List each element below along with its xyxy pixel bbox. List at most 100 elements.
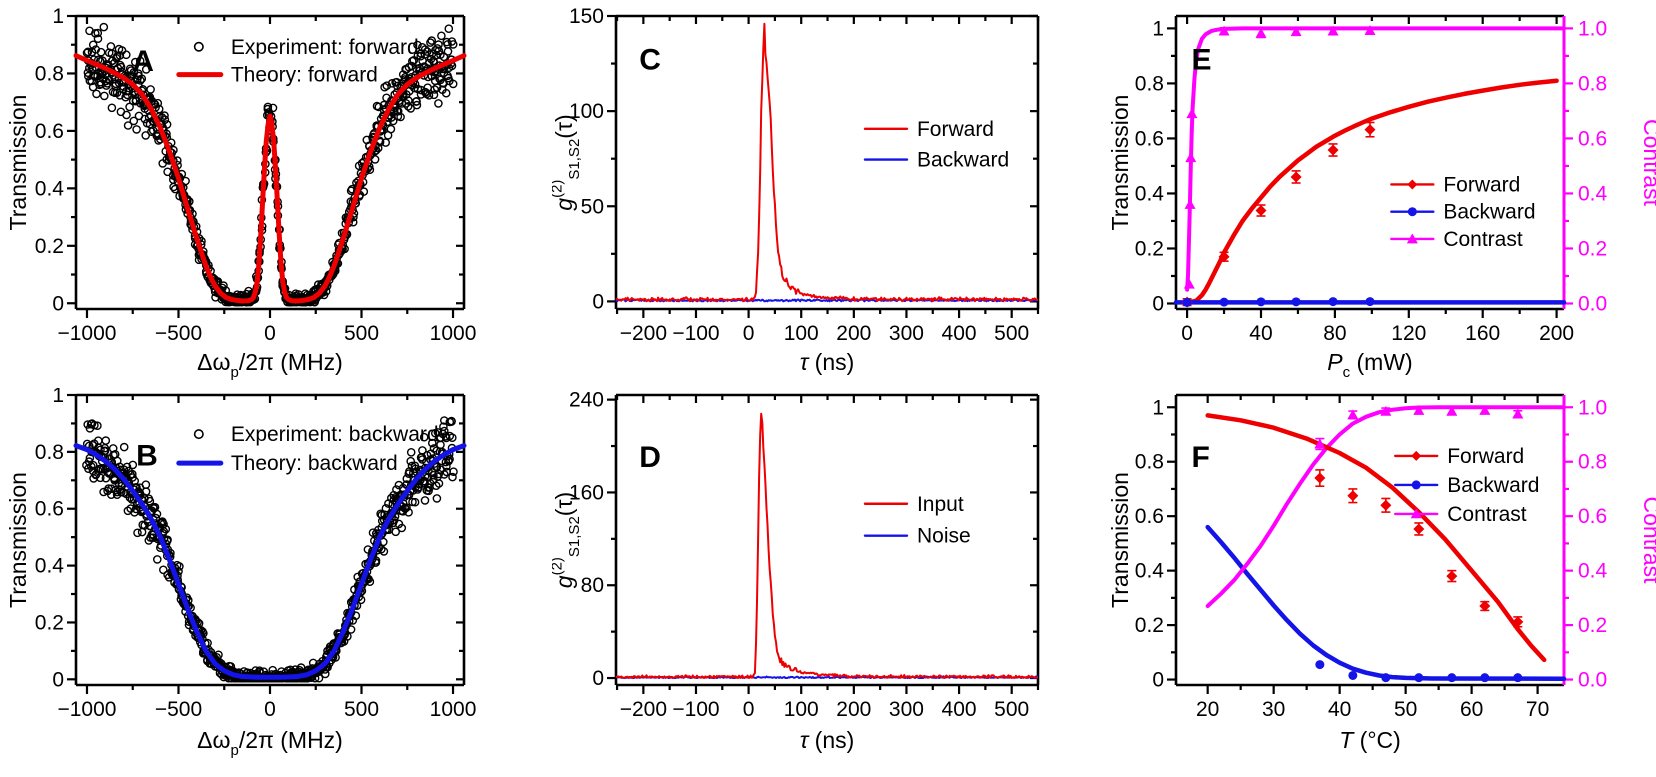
panel-A-chart: −1000 −500 0 500 1000 0 0.2 0.4 0.6 0.8 1 A Experime… — [5, 5, 477, 381]
data-point-diamond — [1479, 600, 1491, 612]
y-tick-label: 0.8 — [1135, 451, 1164, 474]
y2-axis-label: Contrast — [1639, 497, 1656, 585]
data-point-open-circle — [416, 51, 426, 61]
data-point-open-circle — [108, 444, 118, 453]
y2-tick-label: 0.4 — [1578, 560, 1608, 583]
y-tick-label: 0.4 — [1135, 560, 1165, 583]
data-point-open-circle — [444, 24, 454, 34]
data-point-open-circle — [434, 479, 444, 488]
data-point-open-circle — [132, 125, 141, 134]
y2-tick-label: 0.8 — [1578, 72, 1607, 95]
x-tick-label: 0 — [1181, 322, 1193, 345]
data-point-open-circle — [439, 52, 449, 62]
panel-label-C: C — [639, 43, 661, 76]
x-tick-label: −500 — [155, 322, 202, 345]
data-point-diamond — [1512, 616, 1524, 628]
panel-A: −1000 −500 0 500 1000 0 0.2 0.4 0.6 0.8 1 A Experime… — [0, 0, 552, 388]
x-tick-label: −100 — [672, 322, 719, 345]
data-point-open-circle — [418, 446, 427, 455]
x-tick-label: −100 — [672, 698, 719, 721]
data-point-triangle — [1380, 405, 1392, 416]
x-tick-label: −200 — [620, 698, 667, 721]
data-point-open-circle — [346, 625, 356, 634]
y-tick-label: 0 — [52, 668, 64, 691]
data-point-open-circle — [432, 83, 442, 92]
data-point-open-circle — [152, 555, 162, 564]
y-tick-label: 0.8 — [35, 441, 64, 464]
legend: Forward Backward — [863, 118, 1009, 172]
series-forward-line — [615, 22, 1039, 303]
data-point-open-circle — [101, 436, 111, 445]
data-point-open-circle — [381, 138, 391, 147]
data-point-open-circle — [388, 116, 398, 126]
y2-tick-label: 0.2 — [1578, 614, 1607, 637]
legend-label: Noise — [917, 525, 971, 548]
data-point-open-circle — [419, 432, 429, 442]
y-axis-label: Transmission — [5, 95, 31, 231]
x-tick-label: 80 — [1323, 322, 1346, 345]
data-point-open-circle — [371, 558, 381, 567]
data-point-circle — [1414, 673, 1424, 683]
data-point-open-circle — [403, 102, 413, 111]
x-tick-label: 0 — [264, 322, 276, 345]
x-tick-label: 500 — [994, 698, 1029, 721]
y2-axis-label: Contrast — [1639, 119, 1656, 207]
data-point-open-circle — [124, 86, 134, 96]
y2-tick-label: 0.0 — [1578, 292, 1607, 315]
panel-E: 0 40 80 120 160 200 0 0.2 0.4 0.6 0.8 1 0.0 0.2 0.4 0.6… — [1104, 0, 1656, 388]
panel-E-chart: 0 40 80 120 160 200 0 0.2 0.4 0.6 0.8 1 0.0 0.2 0.4 0.6… — [1107, 14, 1656, 381]
legend-label: Forward — [917, 118, 994, 141]
x-tick-label: −1000 — [57, 322, 116, 345]
data-point-open-circle — [219, 281, 228, 290]
data-point-triangle — [1186, 108, 1198, 119]
data-point-open-circle — [96, 473, 105, 483]
series-backward-theory-line — [1205, 524, 1567, 681]
series-contrast-theory-line — [1185, 26, 1566, 292]
data-point-diamond — [1347, 490, 1359, 502]
data-point-open-circle — [121, 92, 130, 102]
legend-label: Backward — [1443, 201, 1535, 224]
legend-label: Theory: backward — [231, 452, 398, 475]
data-point-open-circle — [111, 485, 120, 495]
data-point-open-circle — [96, 47, 106, 57]
y2-tick-label: 1.0 — [1578, 396, 1607, 419]
data-point-open-circle — [427, 36, 437, 45]
data-point-open-circle — [412, 100, 422, 110]
panel-F-chart: 20 30 40 50 60 70 0 0.2 0.4 0.6 0.8 1 0.0 0.2 0.4 0.6 0.… — [1107, 393, 1656, 753]
x-tick-label: 1000 — [430, 322, 477, 345]
y-tick-label: 0.6 — [1135, 505, 1164, 528]
y-tick-label: 0 — [1152, 292, 1164, 315]
data-point-open-circle — [413, 483, 423, 492]
data-point-diamond — [1218, 251, 1230, 263]
data-point-open-circle — [410, 461, 420, 471]
data-point-open-circle — [402, 503, 411, 512]
y-tick-label: 0 — [52, 292, 64, 315]
data-point-open-circle — [136, 76, 145, 85]
data-point-open-circle — [434, 99, 443, 108]
data-point-circle — [1411, 480, 1421, 490]
data-point-circle — [1381, 673, 1391, 683]
legend: Experiment: forward Theory: forward — [176, 36, 419, 87]
data-point-triangle — [1290, 26, 1302, 37]
legend-label: Theory: forward — [231, 64, 378, 87]
panel-B-chart: −1000 −500 0 500 1000 0 0.2 0.4 0.6 0.8 1 B Experime… — [5, 388, 476, 759]
y-axis-label: Transmission — [1107, 472, 1133, 608]
data-point-open-circle — [432, 494, 442, 503]
data-point-open-circle — [107, 103, 117, 113]
data-point-open-circle — [141, 487, 151, 496]
data-point-open-circle — [130, 57, 140, 67]
panel-C: −200 −100 0 100 200 300 400 500 0 50 100 150 C Forwar… — [552, 0, 1104, 388]
x-tick-label: 400 — [942, 322, 977, 345]
y-tick-label: 0.2 — [1135, 614, 1164, 637]
data-point-open-circle — [141, 480, 151, 489]
data-point-open-circle — [99, 22, 109, 32]
data-point-open-circle — [445, 454, 454, 464]
data-point-open-circle — [115, 51, 125, 60]
legend-label: Forward — [1443, 173, 1520, 196]
data-point-open-circle — [117, 46, 127, 55]
data-point-circle — [1328, 297, 1338, 307]
y2-tick-label: 1.0 — [1578, 17, 1607, 40]
y-tick-label: 150 — [569, 5, 604, 28]
y-tick-label: 80 — [581, 574, 604, 597]
y-tick-label: 0.4 — [35, 177, 65, 200]
